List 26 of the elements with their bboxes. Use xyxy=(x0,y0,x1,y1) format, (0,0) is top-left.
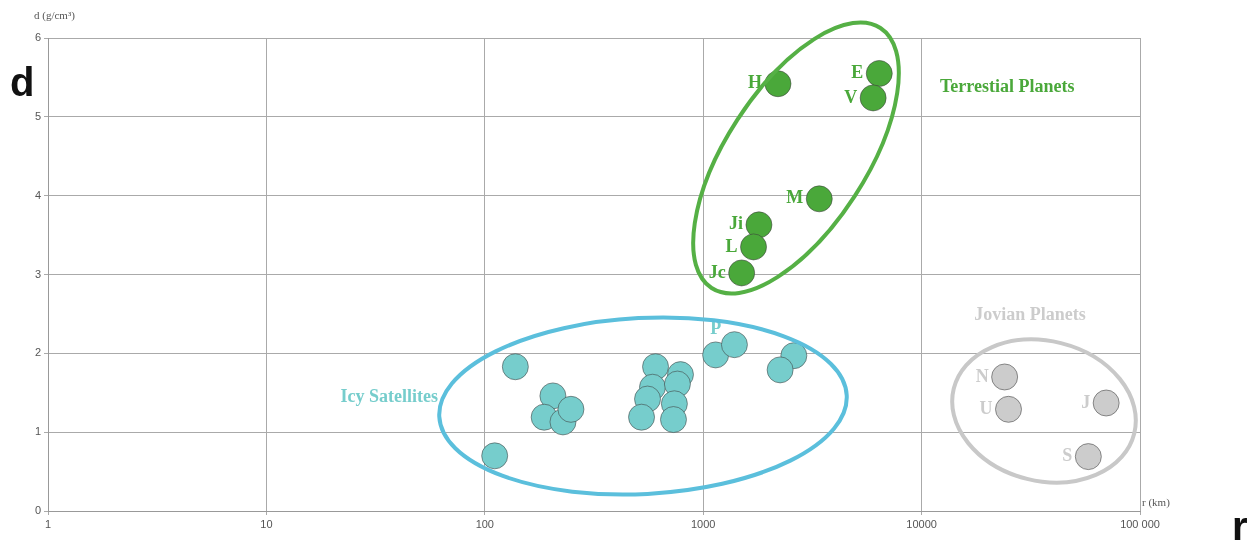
data-label: H xyxy=(747,72,762,93)
data-label: V xyxy=(844,86,858,107)
y-tick-label: 1 xyxy=(34,425,41,438)
text: d xyxy=(10,60,35,104)
x-tick-label: 10000 xyxy=(906,517,937,530)
x-tick-label: 1 xyxy=(44,517,52,530)
y-tick-label: 2 xyxy=(34,346,41,359)
x-axis-title: r (km) xyxy=(1142,496,1171,510)
x-tick-label: 1000 xyxy=(690,517,716,530)
y-axis-title: d (g/cm³) xyxy=(34,9,76,23)
data-label: Ji xyxy=(728,213,743,234)
text: Icy Satellites xyxy=(340,385,438,406)
data-label: E xyxy=(851,62,864,83)
data-label: Jc xyxy=(708,261,726,282)
y-tick-label: 5 xyxy=(34,109,41,122)
data-label: L xyxy=(725,235,738,256)
x-tick-label: 10 xyxy=(260,517,273,530)
y-tick-label: 6 xyxy=(34,31,41,44)
x-tick-label: 100 000 xyxy=(1120,517,1160,530)
y-tick-label: 4 xyxy=(34,188,41,201)
data-label: M xyxy=(786,187,804,208)
x-tick-label: 100 xyxy=(475,517,494,530)
text: r xyxy=(1232,504,1248,548)
y-tick-label: 0 xyxy=(34,504,41,517)
text: Terrestial Planets xyxy=(940,75,1075,96)
y-tick-label: 3 xyxy=(34,267,41,280)
